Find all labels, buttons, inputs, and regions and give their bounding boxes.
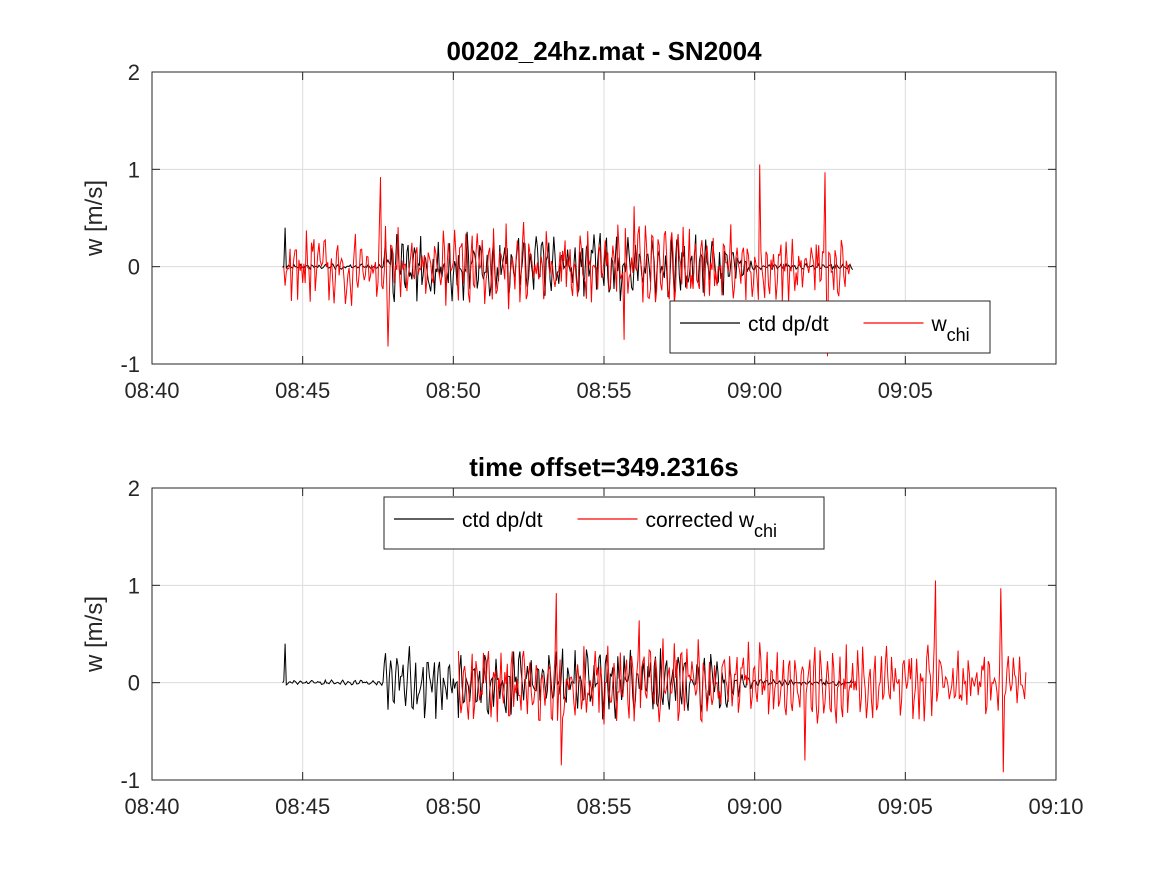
- x-tick-label: 09:05: [878, 378, 933, 403]
- y-tick-label: 1: [128, 573, 140, 598]
- y-tick-label: 0: [128, 255, 140, 280]
- y-tick-label: 0: [128, 671, 140, 696]
- legend-box: [669, 300, 991, 354]
- x-tick-label: 08:40: [124, 794, 179, 819]
- y-tick-label: -1: [120, 768, 140, 793]
- legend-box: [383, 496, 825, 550]
- chart-2: 08:40 08:45 08:50 08:55 09:00 09:05 09:10 -1 0 1 2…: [81, 452, 1084, 819]
- x-tick-label: 08:40: [124, 378, 179, 403]
- y-axis-label: w [m/s]: [81, 596, 108, 673]
- legend-label: wchi: [931, 313, 970, 345]
- y-tick-label: -1: [120, 352, 140, 377]
- chart-title: time offset=349.2316s: [469, 452, 739, 482]
- chart-title: 00202_24hz.mat - SN2004: [446, 36, 762, 66]
- series-line-2: [457, 580, 1027, 773]
- y-tick-label: 2: [128, 60, 140, 85]
- x-tick-label: 09:00: [727, 378, 782, 403]
- series-line-2: [282, 164, 851, 357]
- x-tick-label: 08:50: [426, 794, 481, 819]
- y-tick-label: 1: [128, 157, 140, 182]
- legend-label: corrected wchi: [646, 509, 778, 541]
- x-tick-label: 08:45: [275, 794, 330, 819]
- y-tick-label: 2: [128, 476, 140, 501]
- chart-1: 08:40 08:45 08:50 08:55 09:00 09:05 -1 0 1 2 00202…: [81, 36, 1057, 403]
- x-tick-label: 09:00: [727, 794, 782, 819]
- x-tick-label: 08:55: [576, 378, 631, 403]
- series-line-1: [282, 227, 854, 303]
- y-axis-label: w [m/s]: [81, 180, 108, 257]
- legend: ctd dp/dt wchi: [669, 300, 991, 354]
- x-tick-label: 08:55: [576, 794, 631, 819]
- x-tick-label: 09:10: [1028, 794, 1083, 819]
- x-tick-label: 08:50: [426, 378, 481, 403]
- legend-label: ctd dp/dt: [462, 509, 543, 532]
- x-tick-label: 09:05: [878, 794, 933, 819]
- legend-label: ctd dp/dt: [748, 313, 829, 336]
- x-tick-label: 08:45: [275, 378, 330, 403]
- legend: ctd dp/dt corrected wchi: [383, 496, 825, 550]
